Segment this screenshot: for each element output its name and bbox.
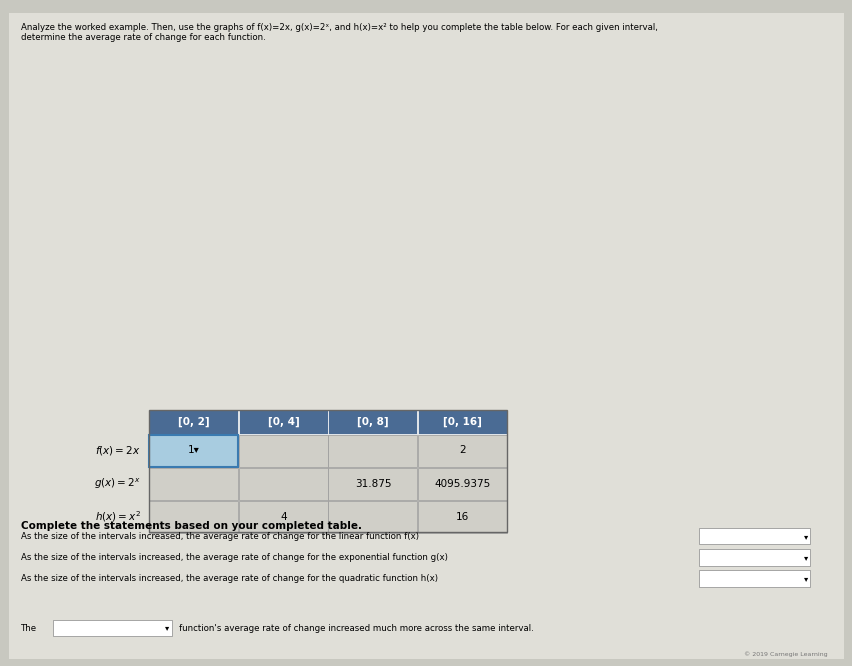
Text: As the size of the intervals increased, the average rate of change for the linea: As the size of the intervals increased, … <box>21 531 419 541</box>
Text: ▾: ▾ <box>803 553 807 562</box>
Text: [0, 8]: [0, 8] <box>357 416 389 427</box>
Text: 1▾: 1▾ <box>188 445 199 456</box>
Text: Complete the statements based on your completed table.: Complete the statements based on your co… <box>21 521 362 531</box>
Text: [0, 16]: [0, 16] <box>443 416 481 427</box>
Text: ▾: ▾ <box>164 623 169 633</box>
Text: © 2019 Carnegie Learning: © 2019 Carnegie Learning <box>743 651 826 657</box>
Text: g(x): g(x) <box>331 209 349 218</box>
Text: [0, 2]: [0, 2] <box>178 416 210 427</box>
Text: 2: 2 <box>459 445 465 456</box>
Text: 4095.9375: 4095.9375 <box>435 478 490 489</box>
Text: 31.875: 31.875 <box>354 478 391 489</box>
Text: The: The <box>21 623 37 633</box>
Text: 16: 16 <box>456 511 469 522</box>
Text: Analyze the worked example. Then, use the graphs of f(x)=2x, g(x)=2ˣ, and h(x)=x: Analyze the worked example. Then, use th… <box>21 23 658 33</box>
Text: $f(x)=2x$: $f(x)=2x$ <box>95 444 141 457</box>
Text: As the size of the intervals increased, the average rate of change for the quadr: As the size of the intervals increased, … <box>21 574 438 583</box>
Text: determine the average rate of change for each function.: determine the average rate of change for… <box>21 33 266 43</box>
Text: [0, 4]: [0, 4] <box>268 416 299 427</box>
Text: As the size of the intervals increased, the average rate of change for the expon: As the size of the intervals increased, … <box>21 553 447 562</box>
Text: ▾: ▾ <box>803 531 807 541</box>
Text: h(x): h(x) <box>532 133 550 142</box>
Text: $h(x)=x^2$: $h(x)=x^2$ <box>95 509 141 524</box>
Text: ▾: ▾ <box>803 574 807 583</box>
Text: $g(x)=2^x$: $g(x)=2^x$ <box>94 476 141 491</box>
Text: f(x): f(x) <box>452 306 467 315</box>
Text: 4: 4 <box>280 511 286 522</box>
Text: function's average rate of change increased much more across the same interval.: function's average rate of change increa… <box>179 623 533 633</box>
